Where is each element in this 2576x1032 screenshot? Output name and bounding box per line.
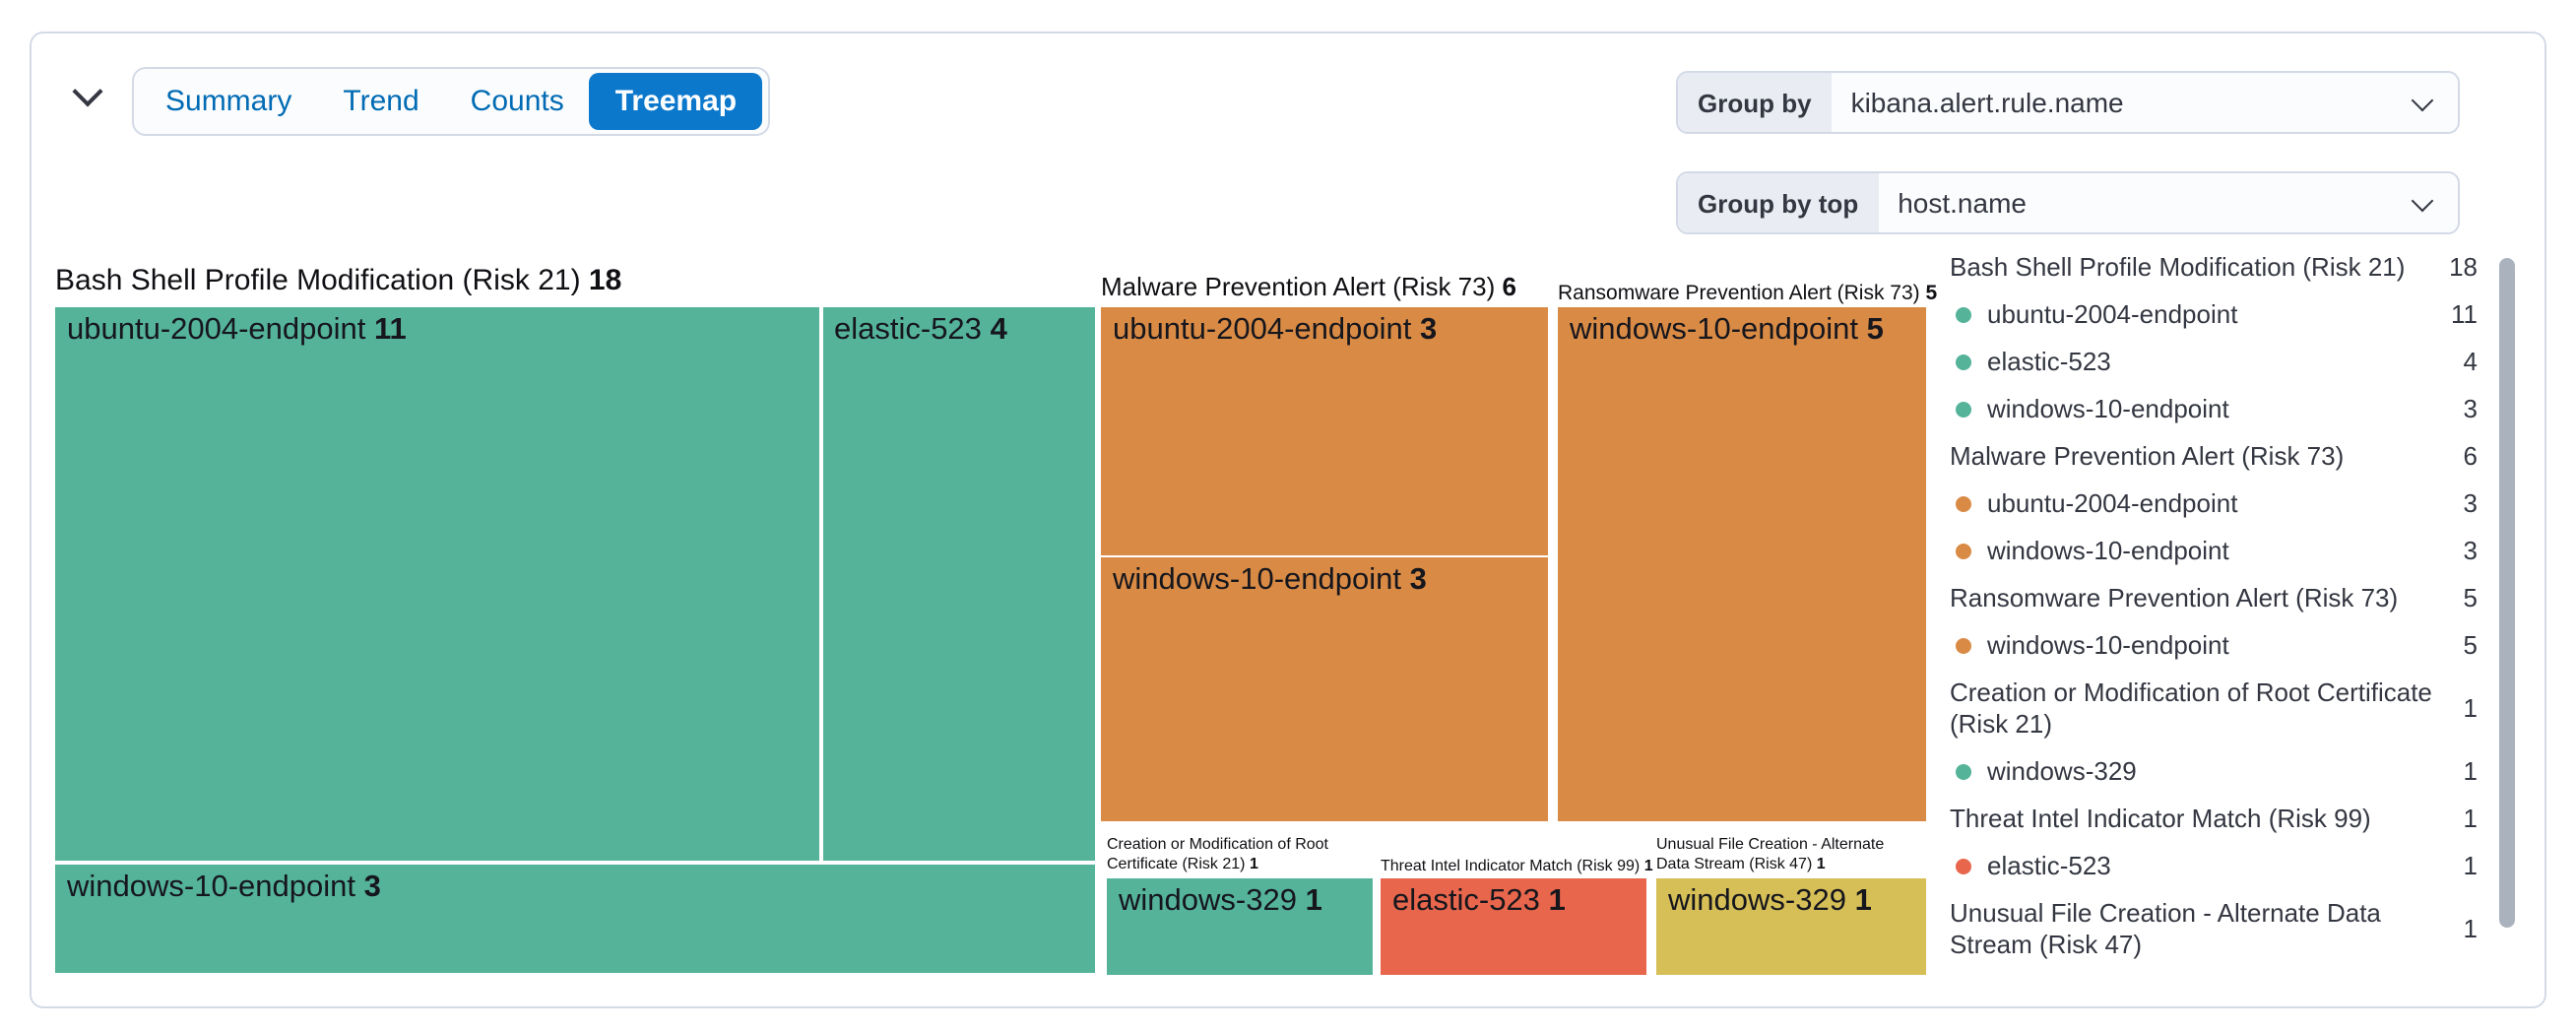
legend-count: 18: [2449, 252, 2478, 282]
treemap-group-header: Threat Intel Indicator Match (Risk 99) 1: [1381, 857, 1653, 874]
legend-rule-row[interactable]: Creation or Modification of Root Certifi…: [1950, 677, 2478, 739]
legend-count: 3: [2463, 536, 2478, 565]
treemap-cell[interactable]: windows-10-endpoint 3: [1101, 557, 1548, 821]
chevron-down-icon: [71, 75, 102, 106]
legend-rule-row[interactable]: Unusual File Creation - Alternate Data S…: [1950, 898, 2478, 959]
chevron-down-icon: [2411, 88, 2434, 111]
legend-item-row[interactable]: windows-329 1: [1950, 756, 2478, 788]
group-by-top-label: Group by top: [1678, 173, 1879, 232]
group-by-top-value: host.name: [1898, 187, 2027, 219]
treemap-cell[interactable]: elastic-523 4: [822, 307, 1095, 861]
legend-dot-icon: [1956, 764, 1971, 780]
tab-treemap[interactable]: Treemap: [589, 73, 763, 130]
treemap-cell[interactable]: ubuntu-2004-endpoint 3: [1101, 307, 1548, 554]
legend-dot-icon: [1956, 307, 1971, 323]
legend-dot-icon: [1956, 402, 1971, 418]
tab-counts[interactable]: Counts: [470, 85, 564, 118]
legend-dot-icon: [1956, 544, 1971, 559]
legend-count: 1: [2463, 914, 2478, 943]
legend-count: 5: [2463, 630, 2478, 660]
treemap-group-header: Bash Shell Profile Modification (Risk 21…: [55, 264, 622, 297]
legend-count: 5: [2463, 583, 2478, 613]
treemap-group-header: Malware Prevention Alert (Risk 73) 6: [1101, 272, 1516, 301]
treemap-group-header: Creation or Modification of Root Certifi…: [1107, 835, 1328, 872]
legend-count: 1: [2463, 756, 2478, 786]
treemap-cell[interactable]: ubuntu-2004-endpoint 11: [55, 307, 819, 861]
legend-count: 1: [2463, 693, 2478, 723]
treemap-group-header: Unusual File Creation - Alternate Data S…: [1656, 835, 1885, 872]
legend-count: 4: [2463, 347, 2478, 376]
treemap-cell[interactable]: windows-329 1: [1656, 878, 1926, 975]
legend-count: 1: [2463, 804, 2478, 833]
legend-item-row[interactable]: ubuntu-2004-endpoint 11: [1950, 299, 2478, 331]
legend-count: 6: [2463, 441, 2478, 471]
treemap-cell[interactable]: windows-329 1: [1107, 878, 1373, 975]
treemap-group-header: Ransomware Prevention Alert (Risk 73) 5: [1558, 282, 1938, 305]
legend-dot-icon: [1956, 638, 1971, 654]
group-by-value: kibana.alert.rule.name: [1850, 87, 2124, 118]
group-by-select[interactable]: Group by kibana.alert.rule.name: [1676, 71, 2460, 134]
legend-item-row[interactable]: ubuntu-2004-endpoint 3: [1950, 488, 2478, 520]
legend-count: 3: [2463, 488, 2478, 518]
legend-count: 11: [2451, 299, 2478, 329]
treemap-legend: Bash Shell Profile Modification (Risk 21…: [1950, 252, 2478, 961]
collapse-section-button[interactable]: [67, 75, 106, 114]
chevron-down-icon: [2411, 188, 2434, 212]
legend-dot-icon: [1956, 859, 1971, 874]
legend-scrollbar-thumb[interactable]: [2499, 258, 2515, 928]
legend-item-row[interactable]: elastic-523 1: [1950, 851, 2478, 882]
legend-item-row[interactable]: windows-10-endpoint 3: [1950, 536, 2478, 567]
legend-dot-icon: [1956, 496, 1971, 512]
legend-item-row[interactable]: elastic-523 4: [1950, 347, 2478, 378]
treemap-cell[interactable]: windows-10-endpoint 3: [55, 864, 1095, 972]
tab-trend[interactable]: Trend: [343, 85, 419, 118]
legend-rule-row[interactable]: Bash Shell Profile Modification (Risk 21…: [1950, 252, 2478, 282]
group-by-top-select[interactable]: Group by top host.name: [1676, 171, 2460, 234]
legend-count: 3: [2463, 394, 2478, 423]
legend-item-row[interactable]: windows-10-endpoint 3: [1950, 394, 2478, 425]
legend-item-row[interactable]: windows-10-endpoint 5: [1950, 630, 2478, 662]
treemap-cell[interactable]: elastic-523 1: [1381, 878, 1646, 975]
legend-rule-row[interactable]: Threat Intel Indicator Match (Risk 99) 1: [1950, 804, 2478, 833]
legend-dot-icon: [1956, 355, 1971, 370]
legend-count: 1: [2463, 851, 2478, 880]
group-by-label: Group by: [1678, 73, 1832, 132]
chart-type-button-group: Summary Trend Counts Treemap: [132, 67, 771, 136]
legend-rule-row[interactable]: Malware Prevention Alert (Risk 73) 6: [1950, 441, 2478, 471]
tab-summary[interactable]: Summary: [165, 85, 292, 118]
treemap-cell[interactable]: windows-10-endpoint 5: [1558, 307, 1926, 821]
legend-rule-row[interactable]: Ransomware Prevention Alert (Risk 73) 5: [1950, 583, 2478, 613]
